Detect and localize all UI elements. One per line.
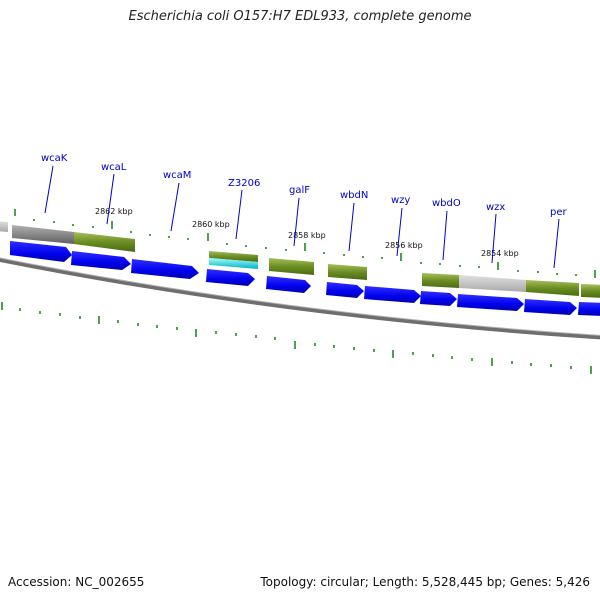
cds-arrow [131,259,199,279]
position-labels: 2862 kbp 2860 kbp 2858 kbp 2856 kbp 2854… [95,207,519,258]
cds-arrow [578,302,600,316]
leader-line [491,213,497,264]
cds-arrow [266,276,311,293]
gene-label-wcak: wcaK [41,153,68,164]
position-label: 2854 kbp [481,249,519,258]
gene-label-wzx: wzx [486,202,505,213]
position-label: 2860 kbp [192,220,230,229]
feature-segment [209,251,258,262]
inner-tick-marks [1,302,592,374]
cds-arrow [420,291,457,306]
feature-segment [581,284,600,298]
gene-label-wcal: wcaL [101,162,127,173]
feature-segment [328,264,367,280]
gene-label-wbdn: wbdN [340,190,368,201]
feature-segment [422,273,459,288]
leader-line [44,165,54,214]
accession-label: Accession: NC_002655 [8,575,145,589]
leader-line [293,197,300,247]
leader-line [442,210,448,261]
gene-label-wzy: wzy [391,195,410,206]
feature-segment [74,232,135,252]
feature-band [0,221,600,298]
cds-arrow [71,251,131,270]
feature-segment [269,258,314,275]
cds-arrow [364,286,421,303]
feature-segment [459,275,526,292]
feature-segment [0,221,8,232]
cds-arrow [457,294,524,311]
feature-segment [209,258,258,269]
gene-label-galf: galF [289,185,310,196]
map-title: Escherichia coli O157:H7 EDL933, complet… [128,9,472,24]
gene-label-wcam: wcaM [163,170,191,181]
genome-summary: Topology: circular; Length: 5,528,445 bp… [260,575,590,589]
cds-arrow [524,299,577,315]
cds-arrow [10,241,72,262]
leader-line [235,189,243,240]
leader-line [553,218,560,269]
genome-backbone-highlight [0,257,600,336]
position-label: 2856 kbp [385,241,423,250]
genome-backbone [0,257,600,340]
leader-line [348,202,355,252]
cds-track [10,241,600,316]
gene-label-per: per [550,207,568,218]
gene-label-wbdo: wbdO [432,198,461,209]
leader-line [106,173,115,225]
feature-segment [526,280,579,296]
position-label: 2858 kbp [288,231,326,240]
leader-line [396,207,403,257]
feature-segment [12,225,74,244]
cds-arrow [206,269,255,286]
outer-tick-marks [14,209,596,278]
position-label: 2862 kbp [95,207,133,216]
gene-labels: wcaK wcaL wcaM Z3206 galF wbdN wzy wbdO … [41,153,568,218]
label-leaders [44,165,560,269]
cds-arrow [326,282,364,298]
gene-label-z3206: Z3206 [228,178,260,189]
leader-line [170,182,180,232]
